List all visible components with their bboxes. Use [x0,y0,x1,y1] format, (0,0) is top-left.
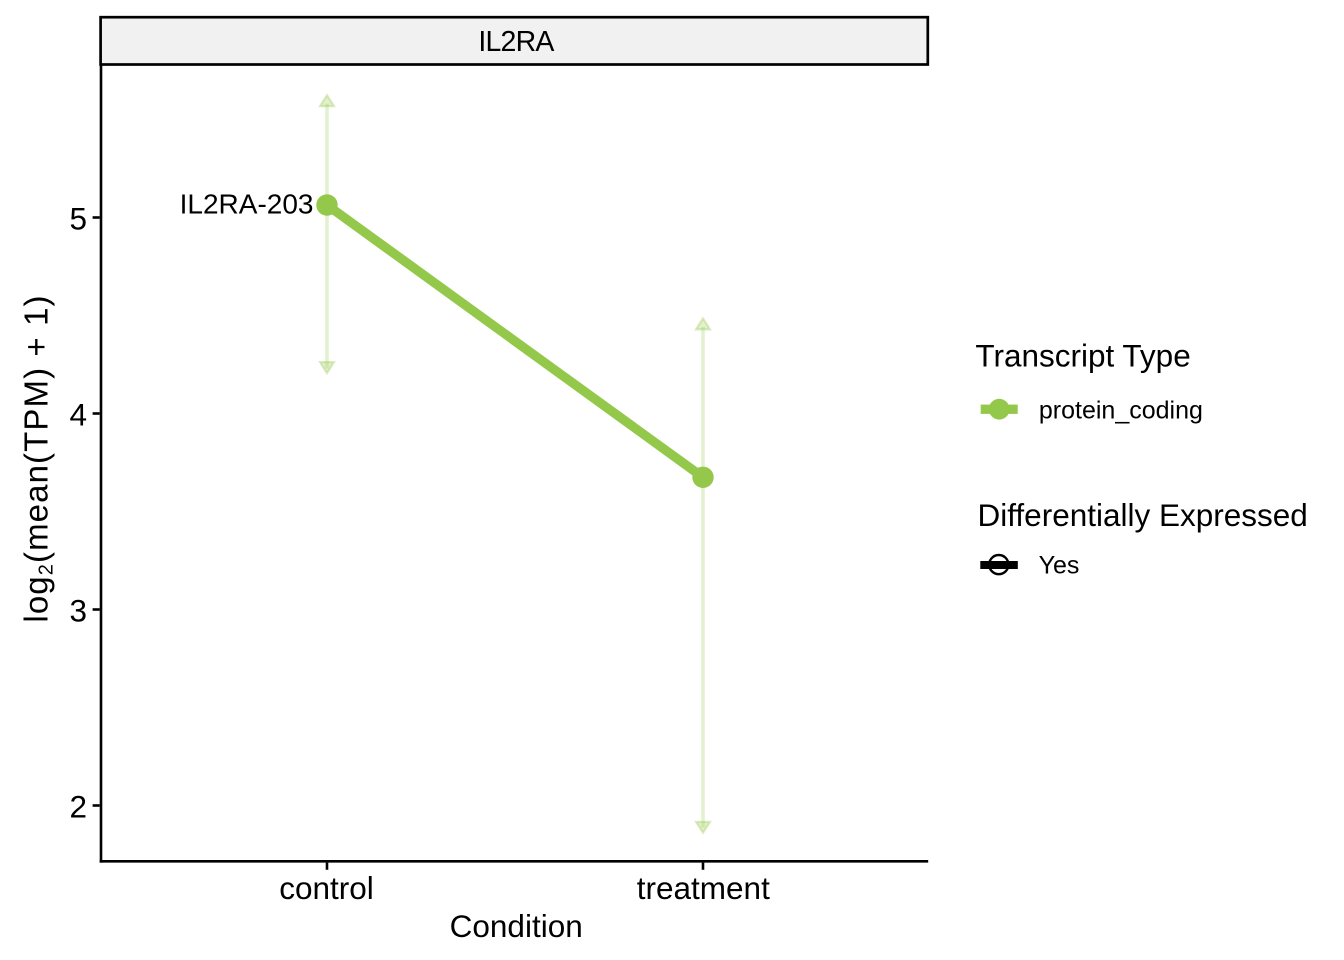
svg-text:protein_coding: protein_coding [1039,397,1203,425]
svg-text:5: 5 [69,200,87,236]
svg-text:IL2RA-203: IL2RA-203 [180,189,314,220]
svg-text:4: 4 [69,396,87,432]
svg-text:3: 3 [69,592,87,628]
svg-text:Differentially Expressed: Differentially Expressed [978,497,1308,533]
svg-text:IL2RA: IL2RA [478,26,554,58]
svg-text:Condition: Condition [450,908,583,944]
svg-text:Yes: Yes [1039,552,1080,580]
svg-text:control: control [279,870,374,906]
svg-text:treatment: treatment [637,870,770,906]
svg-text:Transcript Type: Transcript Type [975,338,1190,374]
svg-text:2: 2 [69,788,87,824]
